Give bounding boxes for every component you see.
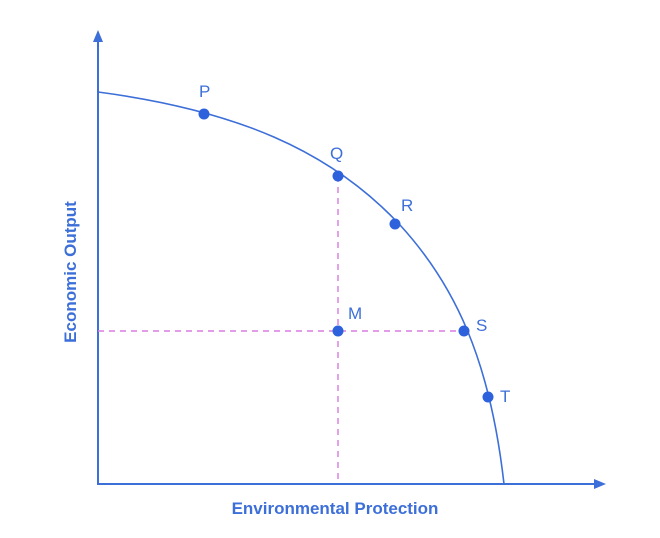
point-t-label: T	[500, 387, 510, 406]
point-p-label: P	[199, 82, 210, 101]
point-s	[458, 325, 470, 337]
point-m-label: M	[348, 304, 362, 323]
point-p	[198, 108, 210, 120]
point-m	[332, 325, 344, 337]
y-axis-arrowhead	[93, 30, 103, 42]
point-q-label: Q	[330, 144, 343, 163]
ppf-curve	[97, 91, 505, 485]
point-r	[389, 218, 401, 230]
point-q	[332, 170, 344, 182]
x-axis-arrowhead	[594, 479, 606, 489]
point-r-label: R	[401, 196, 413, 215]
x-axis-label: Environmental Protection	[232, 499, 439, 518]
point-s-label: S	[476, 316, 487, 335]
y-axis-label: Economic Output	[61, 201, 80, 343]
point-t	[482, 391, 494, 403]
